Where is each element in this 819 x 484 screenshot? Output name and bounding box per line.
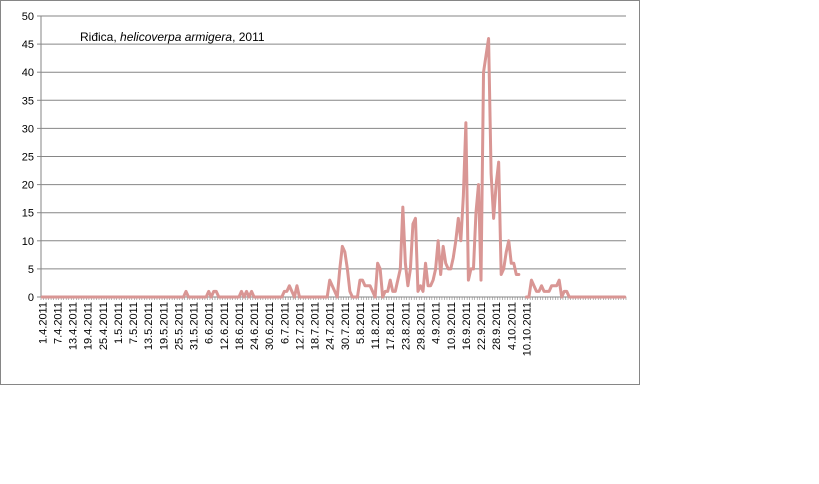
x-tick-label: 12.6.2011 [219,302,231,350]
y-tick-label: 25 [22,152,34,164]
series-line [40,36,521,299]
y-tick-label: 40 [22,67,34,79]
x-tick-label: 4.9.2011 [431,302,443,344]
series-layer [40,36,627,299]
x-tick-label: 13.4.2011 [68,302,80,350]
x-tick-label: 16.9.2011 [461,302,473,350]
y-tick-label: 30 [22,123,34,135]
y-tick-label: 35 [22,95,34,107]
x-axis-tick-labels: 1.4.2011 7.4.2011 13.4.2011 19.4.2011 25.4.2… [37,302,533,356]
x-tick-label: 10.10.2011 [521,302,533,356]
axes [37,15,627,300]
x-tick-label: 4.10.2011 [506,302,518,350]
x-tick-label: 11.8.2011 [370,302,382,349]
series-line [524,278,627,299]
x-tick-label: 30.7.2011 [340,302,352,350]
x-tick-label: 29.8.2011 [415,302,427,350]
y-tick-label: 50 [22,11,34,23]
x-tick-label: 6.6.2011 [204,302,216,344]
y-tick-label: 20 [22,180,34,192]
chart-title-species: helicoverpa armigera [120,30,232,44]
x-tick-label: 5.8.2011 [355,302,367,344]
x-tick-label: 25.5.2011 [173,302,185,350]
chart-title-place: Riđica, [80,30,120,44]
x-tick-label: 22.9.2011 [476,302,488,350]
x-tick-label: 24.7.2011 [325,302,337,350]
x-tick-label: 1.5.2011 [113,302,125,344]
y-tick-label: 45 [22,39,34,51]
x-tick-label: 10.9.2011 [446,302,458,350]
x-tick-label: 25.4.2011 [98,302,110,350]
x-tick-label: 23.8.2011 [400,302,412,350]
chart-title: Riđica, helicoverpa armigera, 2011 [80,30,265,44]
x-tick-label: 18.7.2011 [310,302,322,350]
x-tick-label: 6.7.2011 [279,302,291,344]
x-tick-label: 19.5.2011 [158,302,170,350]
y-tick-label: 5 [28,264,34,276]
y-axis-tick-labels: 0 5 10 15 20 25 30 35 40 45 50 [22,11,34,304]
x-tick-label: 24.6.2011 [249,302,261,350]
y-tick-label: 0 [28,292,34,304]
x-tick-label: 1.4.2011 [37,302,49,344]
x-tick-label: 17.8.2011 [385,302,397,350]
chart-title-year: , 2011 [232,30,265,44]
x-tick-label: 31.5.2011 [189,302,201,350]
x-tick-label: 7.4.2011 [52,302,64,344]
gridlines [41,15,626,270]
x-tick-label: 12.7.2011 [294,302,306,350]
y-tick-label: 10 [22,236,34,248]
x-tick-label: 30.6.2011 [264,302,276,350]
y-tick-label: 15 [22,208,34,220]
chart-area [0,0,640,385]
x-tick-label: 28.9.2011 [491,302,503,350]
x-tick-label: 19.4.2011 [83,302,95,350]
x-tick-label: 7.5.2011 [128,302,140,344]
x-tick-label: 13.5.2011 [143,302,155,350]
x-tick-label: 18.6.2011 [234,302,246,350]
